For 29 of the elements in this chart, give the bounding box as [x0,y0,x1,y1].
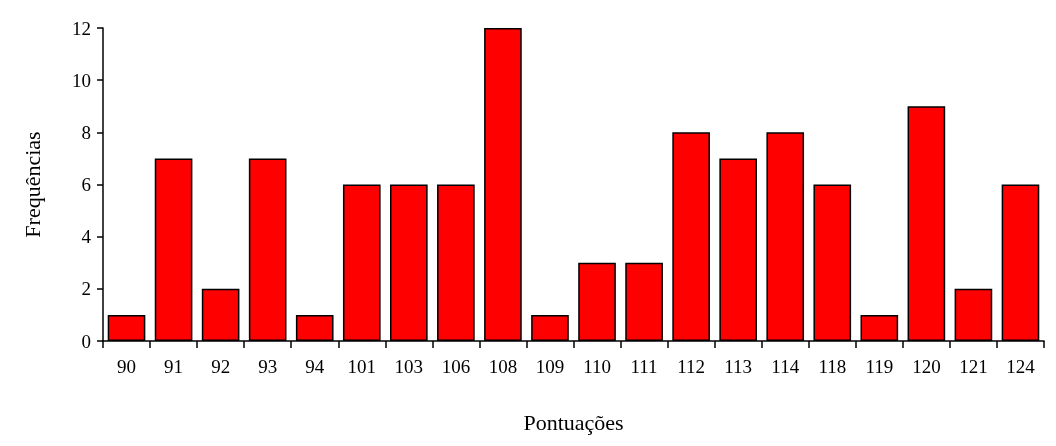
x-tick-label: 118 [818,356,847,377]
y-tick-label: 4 [81,226,92,248]
x-tick-label: 124 [1006,356,1036,377]
x-tick-label: 94 [305,356,325,377]
y-tick-label: 12 [72,17,91,39]
y-tick-label: 10 [72,69,91,91]
x-tick-label: 113 [724,356,753,377]
x-axis-title: Pontuações [523,409,624,435]
x-tick-label: 92 [211,356,231,377]
y-tick-label: 0 [81,330,91,352]
y-tick-label: 8 [81,121,91,143]
x-tick-label: 109 [535,356,565,377]
x-tick-label: 93 [258,356,278,377]
x-tick-label: 91 [164,356,184,377]
x-tick-label: 103 [394,356,424,377]
y-tick-label: 2 [81,278,91,300]
x-tick-label: 111 [630,356,658,377]
x-tick-label: 120 [912,356,941,377]
x-tick-label: 108 [488,356,518,377]
x-tick-label: 110 [583,356,611,377]
x-tick-label: 119 [865,356,894,377]
x-tick-label: 90 [117,356,137,377]
y-axis-title: Frequências [19,131,45,238]
x-tick-label: 114 [771,356,800,377]
x-tick-label: 112 [677,356,706,377]
x-tick-label: 106 [441,356,471,377]
x-tick-label: 101 [347,356,377,377]
x-tick-label: 121 [959,356,988,377]
y-tick-label: 6 [81,174,91,195]
